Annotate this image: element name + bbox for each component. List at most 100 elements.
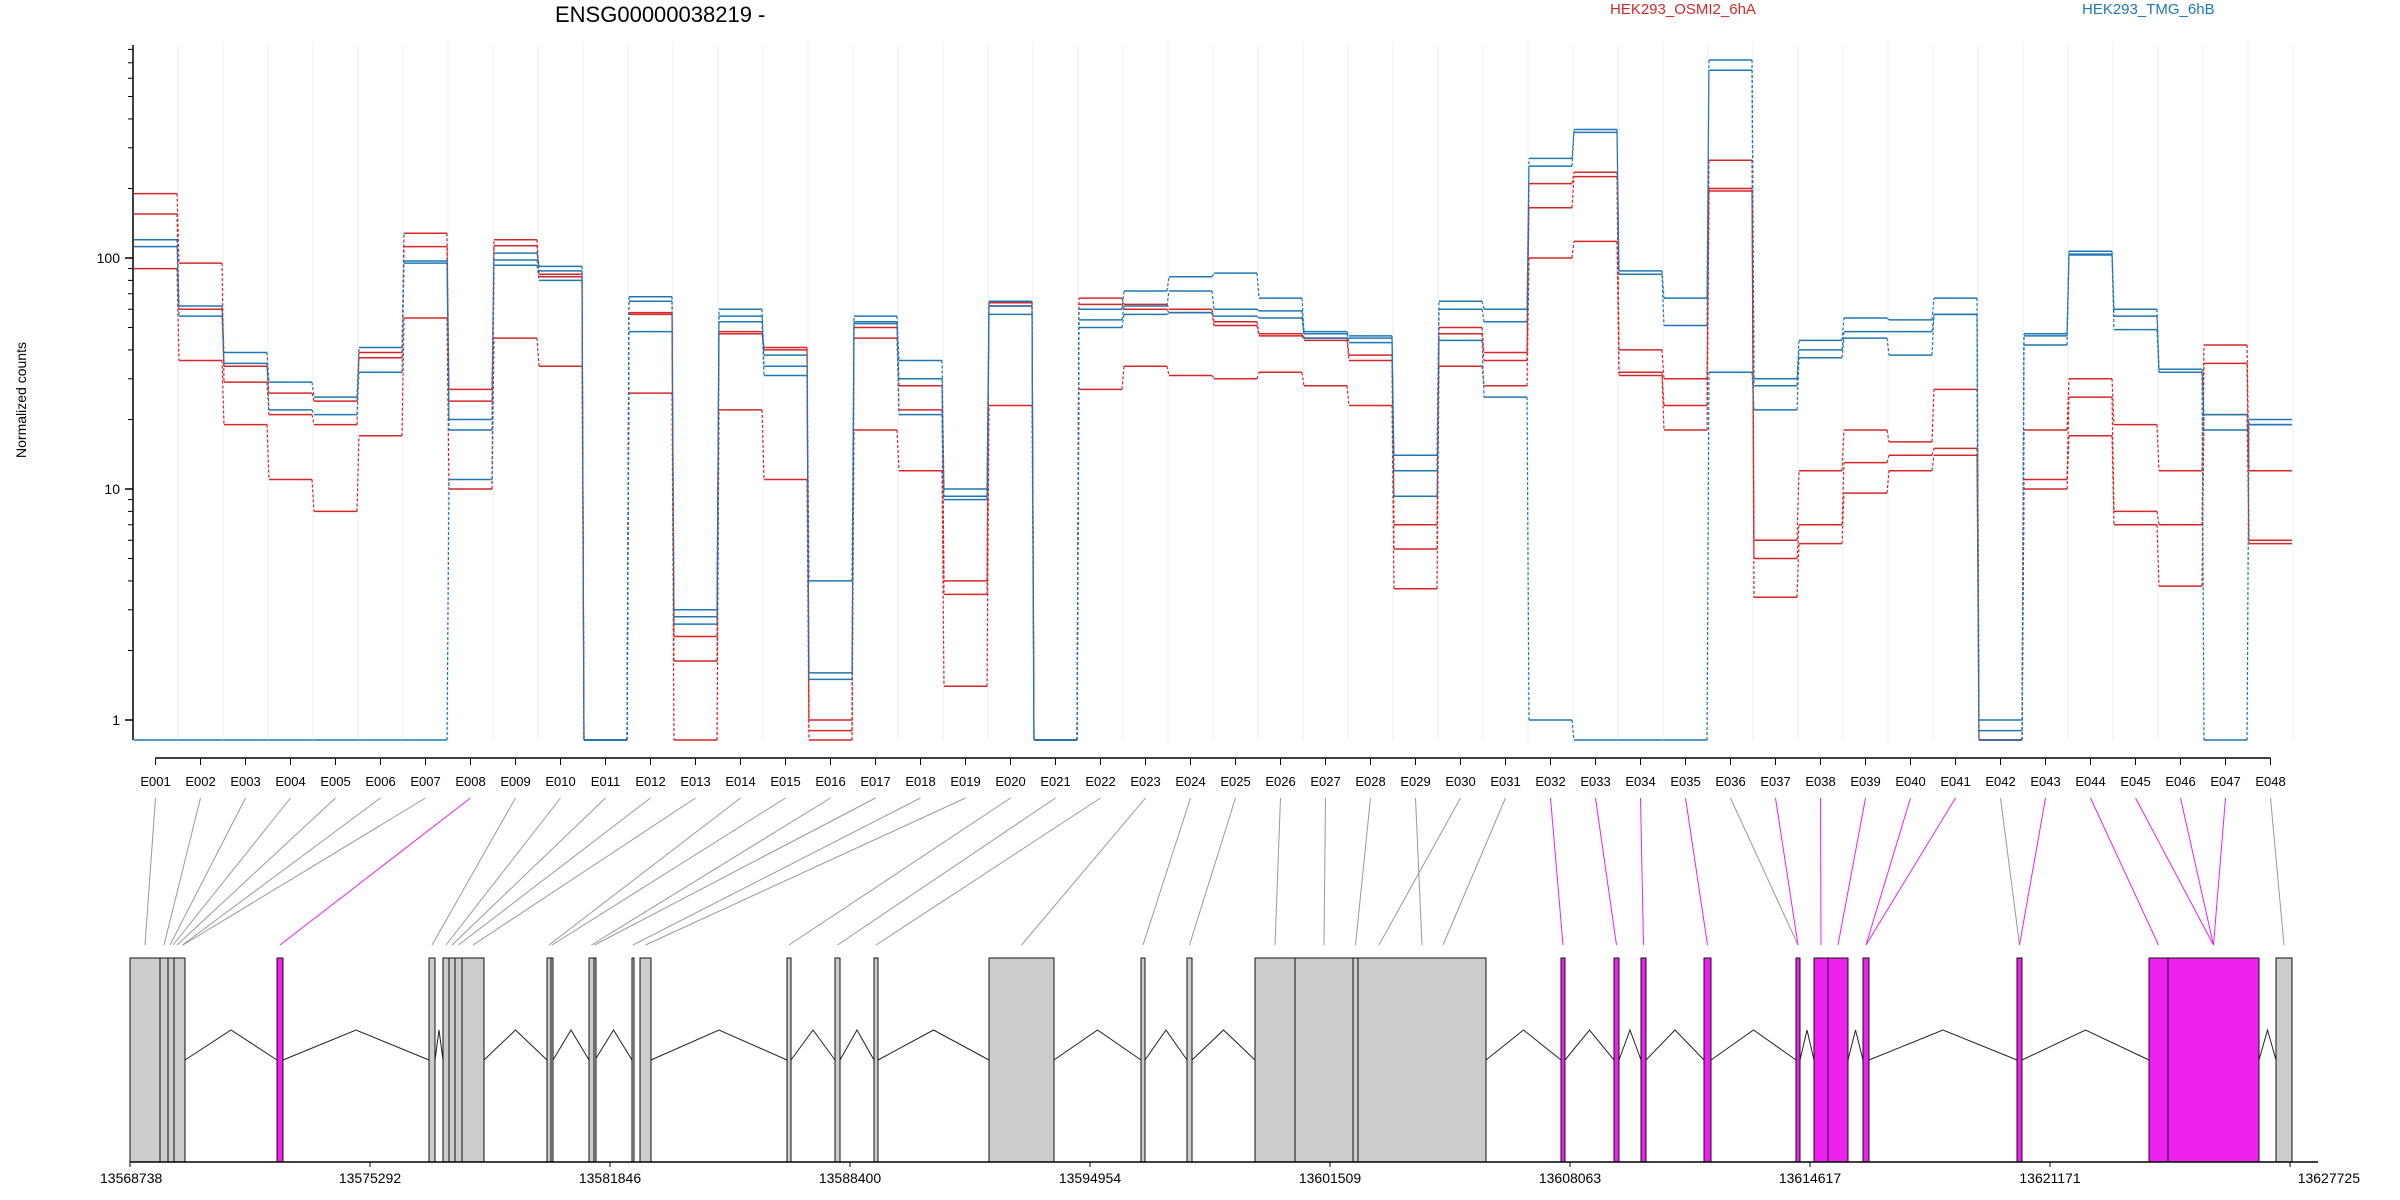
intron-line bbox=[877, 1029, 990, 1061]
exon-label: E025 bbox=[1220, 774, 1250, 789]
exon-connector bbox=[169, 797, 246, 946]
exon-connector bbox=[2000, 797, 2020, 946]
exon-connector bbox=[594, 797, 876, 946]
x-axis: E001 E002 E003 E004 E005 E006 E007 E008 E009 E010… bbox=[140, 757, 2286, 789]
exon-connector bbox=[1640, 797, 1644, 946]
exon-label: E006 bbox=[365, 774, 395, 789]
intron-line bbox=[1564, 1029, 1615, 1061]
y-tick-label: 1 bbox=[112, 712, 120, 728]
intron-line bbox=[1485, 1029, 1562, 1061]
intron-line bbox=[594, 1029, 633, 1061]
legend-item-tmg: HEK293_TMG_6hB bbox=[2082, 1, 2215, 18]
intron-line bbox=[1191, 1029, 1256, 1061]
y-tick-label: 100 bbox=[97, 250, 121, 266]
exon-label: E042 bbox=[1985, 774, 2015, 789]
exon-label: E001 bbox=[140, 774, 170, 789]
exon-label: E024 bbox=[1175, 774, 1205, 789]
coordinate-label: 13568738 bbox=[100, 1170, 163, 1186]
exon-block bbox=[786, 957, 792, 1163]
exon-label: E048 bbox=[2255, 774, 2285, 789]
exon-block bbox=[1640, 957, 1647, 1163]
series-transition bbox=[177, 254, 2250, 741]
exon-connector bbox=[1865, 797, 1956, 946]
gene-model-track bbox=[129, 957, 2318, 1163]
exon-connector bbox=[875, 797, 1101, 946]
legend-item-osmi2: HEK293_OSMI2_6hA bbox=[1610, 1, 1756, 18]
exon-label: E046 bbox=[2165, 774, 2195, 789]
exon-label: E029 bbox=[1400, 774, 1430, 789]
exon-block bbox=[276, 957, 284, 1163]
exon-connector bbox=[837, 797, 1056, 946]
chart-title: ENSG00000038219 - bbox=[555, 2, 765, 27]
exon-block bbox=[461, 957, 485, 1163]
exon-connector bbox=[182, 797, 426, 946]
exon-block bbox=[2275, 957, 2293, 1163]
exon-block bbox=[550, 957, 554, 1163]
exon-label: E018 bbox=[905, 774, 935, 789]
exon-connector bbox=[1550, 797, 1564, 946]
exon-connector bbox=[1685, 797, 1708, 946]
exon-connector bbox=[1415, 797, 1423, 946]
coordinate-label: 13594954 bbox=[1059, 1170, 1122, 1186]
exon-connector bbox=[1837, 797, 1866, 946]
intron-line bbox=[1618, 1028, 1642, 1061]
exon-label: E023 bbox=[1130, 774, 1160, 789]
exon-block bbox=[1294, 957, 1354, 1163]
exon-connector bbox=[645, 797, 966, 946]
exon-block bbox=[639, 957, 652, 1163]
exon-connector bbox=[2270, 797, 2285, 946]
coordinate-label: 13601509 bbox=[1299, 1170, 1362, 1186]
exon-label: E003 bbox=[230, 774, 260, 789]
exon-connector bbox=[458, 797, 651, 946]
intron-line bbox=[2258, 1028, 2277, 1061]
exon-connector bbox=[1323, 797, 1326, 946]
exon-block bbox=[1254, 957, 1296, 1163]
exon-connector bbox=[2135, 797, 2214, 946]
exon-label: E041 bbox=[1940, 774, 1970, 789]
exon-block bbox=[546, 957, 552, 1163]
exon-connector bbox=[445, 797, 561, 946]
exon-label: E021 bbox=[1040, 774, 1070, 789]
exon-connector bbox=[1378, 797, 1461, 946]
exon-label: E017 bbox=[860, 774, 890, 789]
intron-line bbox=[184, 1029, 278, 1061]
exon-label: E027 bbox=[1310, 774, 1340, 789]
exon-block bbox=[834, 957, 841, 1163]
exon-connector bbox=[1355, 797, 1371, 946]
exon-label: E035 bbox=[1670, 774, 1700, 789]
vertical-gridlines bbox=[132, 45, 2294, 740]
series-lines bbox=[134, 59, 2292, 741]
exon-label: E019 bbox=[950, 774, 980, 789]
exon-label: E047 bbox=[2210, 774, 2240, 789]
exon-label: E007 bbox=[410, 774, 440, 789]
intron-line bbox=[2021, 1029, 2150, 1061]
exon-connector bbox=[163, 797, 201, 946]
exon-connector bbox=[632, 797, 921, 946]
intron-line bbox=[1053, 1029, 1142, 1061]
exon-connector bbox=[431, 797, 516, 946]
exon-label: E031 bbox=[1490, 774, 1520, 789]
exon-connector bbox=[2180, 797, 2214, 946]
exon-label: E026 bbox=[1265, 774, 1295, 789]
exon-block bbox=[1703, 957, 1712, 1163]
exon-connector bbox=[1189, 797, 1236, 946]
intron-line bbox=[839, 1028, 875, 1061]
exon-connector bbox=[2213, 797, 2226, 946]
exon-label: E038 bbox=[1805, 774, 1835, 789]
exon-block bbox=[1560, 957, 1566, 1163]
coordinate-label: 13575292 bbox=[339, 1170, 402, 1186]
exon-connector bbox=[1442, 797, 1506, 946]
exon-connector bbox=[279, 797, 471, 946]
exon-label: E004 bbox=[275, 774, 305, 789]
exon-label: E043 bbox=[2030, 774, 2060, 789]
exon-connector bbox=[1021, 797, 1146, 946]
coordinate-label: 13608063 bbox=[1539, 1170, 1602, 1186]
exon-block bbox=[159, 957, 169, 1163]
exon-connector bbox=[548, 797, 741, 946]
exon-block bbox=[454, 957, 463, 1163]
exon-label: E039 bbox=[1850, 774, 1880, 789]
exon-connector bbox=[172, 797, 291, 946]
exon-block bbox=[873, 957, 879, 1163]
exon-label: E008 bbox=[455, 774, 485, 789]
